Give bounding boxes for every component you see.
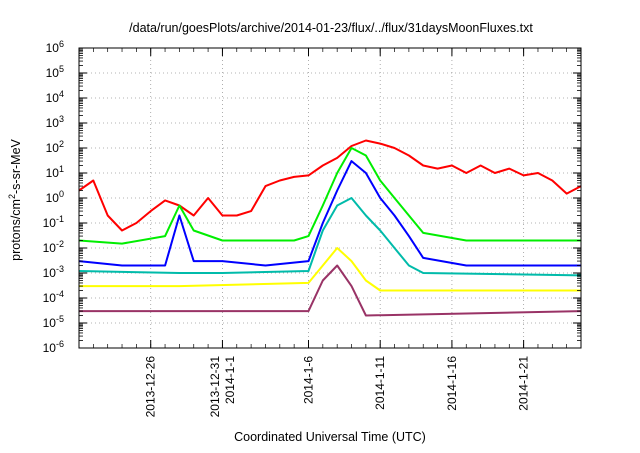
y-tick-label: 100: [46, 189, 64, 205]
series-line-3: [78, 160, 581, 267]
x-tick-label: 2014-1-1: [223, 356, 237, 404]
series-line-1: [78, 139, 582, 232]
series-line-6: [79, 264, 582, 317]
series-line-5: [79, 247, 581, 292]
y-axis-label: protons/cm2-s-sr-MeV: [7, 138, 23, 260]
series-line-4: [78, 197, 582, 277]
x-tick-label: 2014-1-6: [301, 356, 315, 404]
y-axis: 10-6 10-5 10-4 10-3 10-2 10-1 100 101 102 103 104 1…: [43, 39, 581, 355]
y-axis-label-main: protons/cm: [9, 199, 23, 261]
x-tick-label: 2014-1-11: [373, 356, 387, 410]
y-tick-label: 10-1: [43, 214, 64, 230]
plot-frame: [78, 47, 582, 349]
series-layer: [78, 139, 582, 317]
x-axis: 2013-12-26 2013-12-31 2014-1-1 2014-1-6 2014…: [78, 48, 582, 418]
y-tick-label: 10-6: [43, 339, 64, 355]
y-tick-label: 101: [46, 164, 64, 180]
y-tick-label: 10-2: [43, 239, 64, 255]
x-tick-label: 2014-1-16: [445, 356, 459, 411]
y-tick-label: 104: [46, 89, 64, 105]
y-tick-label: 10-4: [43, 289, 64, 305]
y-tick-label: 105: [46, 64, 64, 80]
chart-title: /data/run/goesPlots/archive/2014-01-23/f…: [129, 21, 533, 35]
y-tick-label: 106: [46, 39, 64, 55]
y-tick-label: 10-5: [43, 314, 64, 330]
grid-layer: [79, 48, 581, 348]
x-tick-label: 2013-12-26: [144, 356, 158, 418]
series-line-2: [78, 147, 581, 245]
y-axis-label-superscript: 2: [7, 194, 17, 199]
x-tick-label: 2013-12-31: [208, 356, 222, 418]
x-axis-label: Coordinated Universal Time (UTC): [234, 430, 426, 444]
x-tick-label: 2014-1-21: [517, 356, 531, 411]
y-tick-label: 102: [46, 139, 64, 155]
y-tick-label: 10-3: [43, 264, 64, 280]
y-axis-label-rest: -s-sr-MeV: [9, 138, 23, 194]
y-tick-label: 103: [46, 114, 64, 130]
